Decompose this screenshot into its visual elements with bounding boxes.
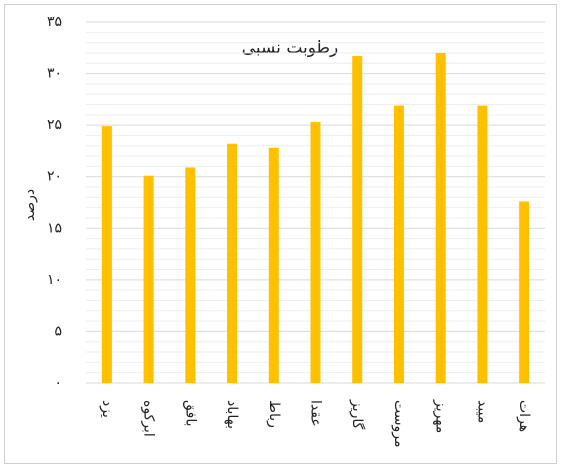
y-tick-label: ۲۰ bbox=[47, 169, 62, 185]
x-tick-label: مروست bbox=[391, 400, 407, 447]
x-tick-label: مهریز bbox=[433, 399, 449, 433]
x-tick-label: گاریز bbox=[349, 399, 366, 430]
bar bbox=[185, 167, 196, 383]
y-tick-label: ۳۵ bbox=[47, 14, 62, 30]
y-tick-label: ۱۰ bbox=[47, 272, 62, 288]
y-axis-label: درصد bbox=[22, 189, 38, 221]
y-tick-label: ۱۵ bbox=[47, 220, 62, 236]
y-tick-label: ۰ bbox=[54, 375, 62, 391]
chart-title: رطوبت نسبی bbox=[242, 38, 339, 58]
chart-border bbox=[4, 4, 557, 464]
x-tick-label: هرات bbox=[516, 400, 532, 432]
x-tick-label: عقدا bbox=[308, 400, 324, 427]
bar bbox=[477, 105, 488, 383]
y-tick-label: ۵ bbox=[54, 323, 62, 339]
bar bbox=[310, 122, 321, 383]
x-tick-label: بافق bbox=[182, 400, 198, 427]
bar bbox=[101, 126, 112, 383]
y-tick-label: ۳۰ bbox=[47, 66, 62, 82]
x-tick-label: بهاباد bbox=[224, 400, 240, 429]
x-tick-label: رباط bbox=[266, 400, 282, 428]
x-tick-label: یزد bbox=[99, 400, 115, 418]
x-tick-label: ابرکوه bbox=[141, 400, 157, 437]
bar bbox=[435, 52, 446, 383]
bar bbox=[143, 175, 154, 383]
y-tick-label: ۲۵ bbox=[47, 117, 62, 133]
bar bbox=[227, 143, 238, 383]
x-tick-label: میبد bbox=[474, 400, 490, 423]
bar bbox=[352, 56, 363, 384]
bar bbox=[268, 147, 279, 383]
bar bbox=[393, 105, 404, 383]
bar bbox=[519, 201, 530, 383]
